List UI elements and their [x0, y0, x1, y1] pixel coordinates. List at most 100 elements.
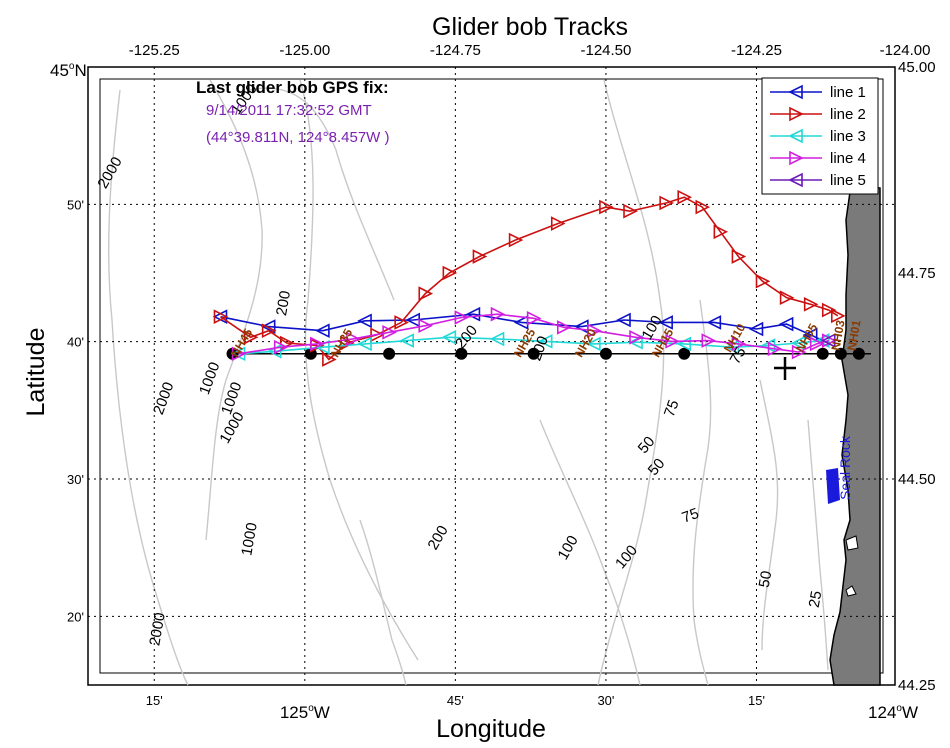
track-marker — [490, 306, 506, 322]
contour-line — [759, 379, 779, 651]
track-marker — [315, 323, 330, 338]
track-marker — [537, 334, 553, 349]
station-dot — [852, 347, 865, 360]
legend-item: line 1 — [770, 84, 866, 101]
station-dot — [599, 347, 612, 360]
legend: line 1 line 2 line 3 line 4 line 5 — [761, 77, 879, 195]
track-marker — [789, 150, 804, 166]
track-marker — [628, 334, 643, 350]
land-mass — [829, 185, 881, 686]
top-tick-label: -124.25 — [731, 42, 782, 59]
bottom-minor-tick: 45' — [447, 693, 464, 708]
contour-line — [539, 419, 641, 686]
top-tick-label: -125.00 — [279, 42, 330, 59]
track-marker — [788, 84, 803, 100]
track-marker — [526, 311, 542, 326]
track-marker — [322, 352, 337, 367]
track-marker — [243, 329, 259, 345]
legend-item: line 2 — [770, 106, 866, 123]
bottom-minor-tick: 15' — [146, 693, 163, 708]
track-marker — [665, 334, 680, 349]
track-marker — [731, 249, 747, 264]
right-tick-label: 44.25 — [898, 677, 936, 694]
map-border — [87, 66, 896, 686]
station-dot — [834, 347, 847, 360]
track-marker — [586, 336, 601, 352]
track-marker — [489, 331, 505, 347]
seal-rock-label: Seal Rock — [837, 435, 853, 500]
track-marker — [418, 286, 434, 301]
track-marker — [791, 344, 807, 360]
left-major-tick: 45oN — [50, 61, 87, 80]
track-marker — [820, 333, 836, 348]
track-marker — [213, 309, 229, 324]
right-tick-label: 44.75 — [898, 265, 936, 282]
top-tick-label: -125.25 — [129, 42, 180, 59]
legend-label: line 5 — [830, 172, 866, 189]
track-marker — [695, 199, 711, 215]
track-marker — [706, 315, 722, 330]
track-marker — [755, 273, 771, 289]
contour-label: 1000 — [238, 521, 261, 557]
track-marker — [454, 310, 470, 325]
track-marker — [587, 323, 602, 338]
contour-line — [107, 89, 189, 686]
track-marker — [273, 339, 289, 355]
legend-label: line 3 — [830, 128, 866, 145]
chart-title: Glider bob Tracks — [432, 13, 628, 41]
track-marker — [788, 172, 803, 188]
station-label: NH01 — [845, 319, 864, 352]
legend-label: line 4 — [830, 150, 866, 167]
contour-label: 2000 — [146, 611, 169, 647]
contour-line — [359, 519, 407, 686]
track-marker — [790, 335, 806, 351]
right-tick-label: 44.50 — [898, 471, 936, 488]
contour-line — [597, 79, 665, 686]
track-marker — [418, 318, 434, 334]
track-marker — [789, 106, 804, 122]
track-marker — [261, 323, 277, 338]
track-marker — [260, 319, 276, 334]
track-marker — [357, 313, 372, 329]
track-marker — [701, 333, 717, 348]
track-marker — [616, 312, 631, 328]
track-line — [220, 313, 824, 342]
top-tick-label: -124.00 — [880, 42, 931, 59]
track-marker — [629, 329, 644, 345]
axis-ticks: -125.25 -125.00 -124.75 -124.50 -124.25 -124.… — [50, 42, 936, 722]
track-line-5 — [820, 333, 836, 348]
track-marker — [556, 320, 572, 335]
contour-label: 75 — [727, 344, 750, 367]
station-label: NH03 — [829, 319, 848, 352]
last-fix-marker — [774, 357, 796, 380]
legend-item: line 4 — [770, 150, 866, 167]
track-marker — [394, 315, 409, 330]
track-marker — [803, 297, 819, 312]
track-marker — [472, 249, 488, 264]
map-frame — [87, 66, 896, 686]
contour-label: 25 — [806, 590, 826, 609]
legend-item: line 5 — [770, 172, 866, 189]
bathymetry-contours — [107, 79, 829, 686]
track-marker — [779, 290, 795, 306]
legend-label: line 2 — [830, 106, 866, 123]
bay — [845, 535, 859, 551]
left-tick-label: 30' — [67, 472, 84, 487]
track-marker — [310, 336, 325, 352]
glider-tracks — [212, 189, 846, 367]
station-dot — [678, 347, 691, 360]
right-tick-label: 45.00 — [898, 59, 936, 76]
left-tick-label: 40' — [67, 335, 84, 350]
track-marker — [788, 128, 803, 144]
left-tick-label: 20' — [67, 609, 84, 624]
track-marker — [659, 195, 674, 211]
bay — [845, 585, 857, 597]
left-tick-label: 50' — [67, 197, 84, 212]
contour-label: 200 — [273, 289, 294, 317]
track-marker — [599, 199, 614, 215]
bottom-minor-tick: 30' — [597, 693, 614, 708]
track-marker — [778, 316, 794, 332]
track-marker — [346, 331, 361, 347]
contour-label: 50 — [756, 570, 776, 589]
